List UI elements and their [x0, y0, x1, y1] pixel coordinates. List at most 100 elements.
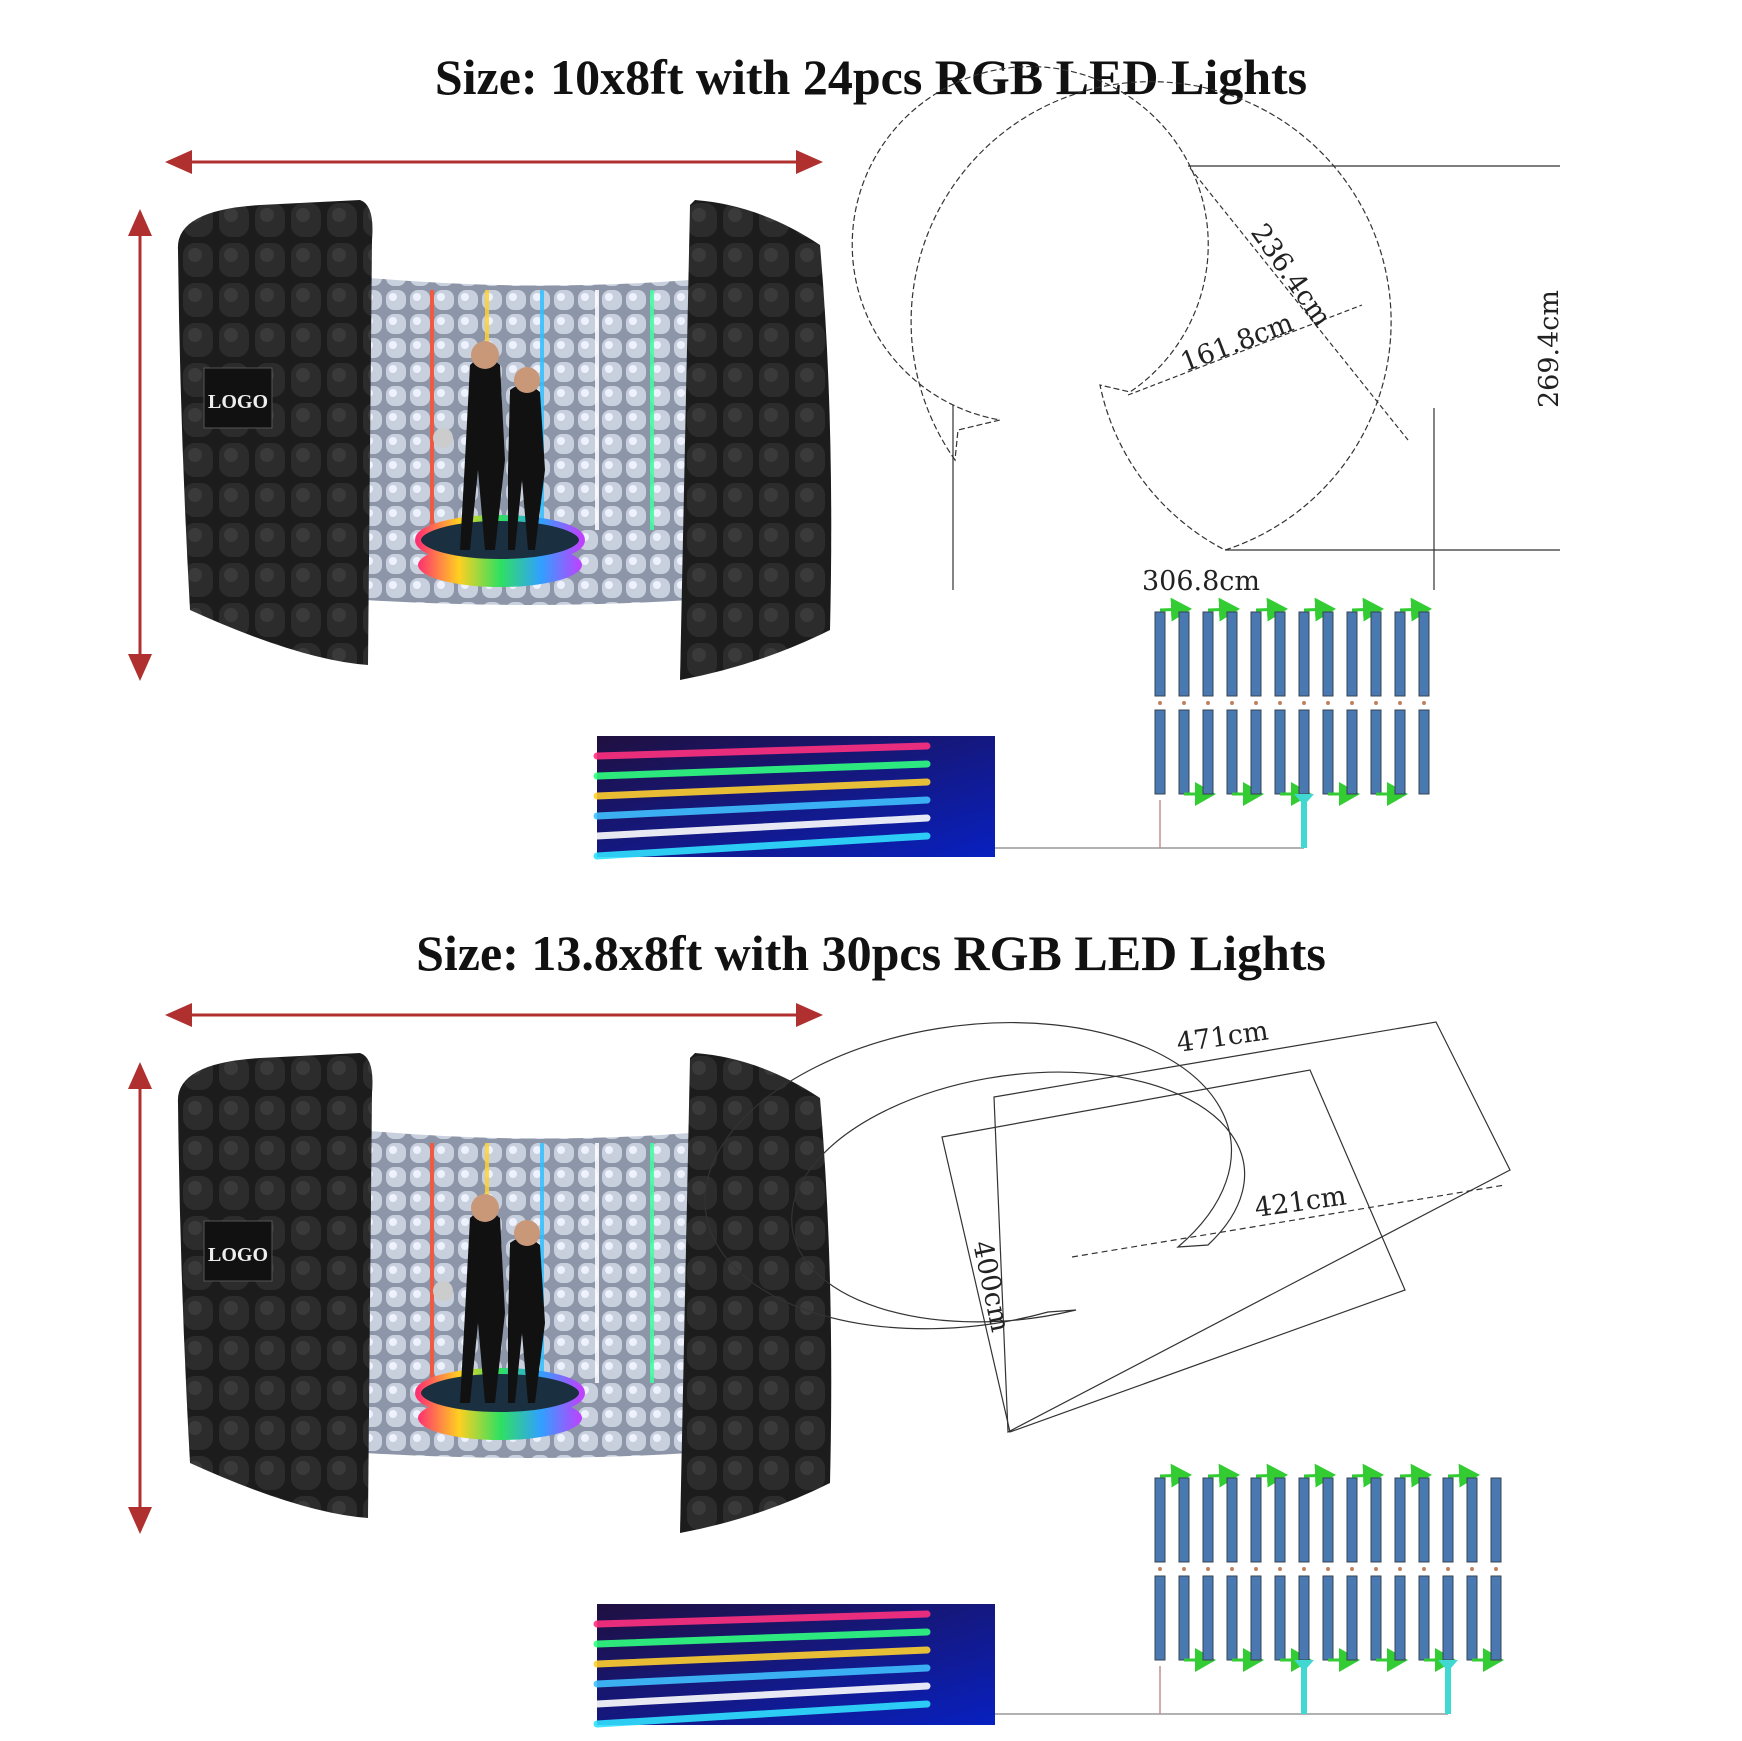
led-bar	[1466, 1575, 1478, 1661]
flow-arrow	[1207, 1463, 1240, 1488]
led-bar	[1418, 1575, 1430, 1661]
led-bar	[1394, 709, 1406, 795]
dimension-radius: 161.8cm	[1176, 307, 1297, 378]
led-strip	[593, 1646, 931, 1668]
led-bar	[1298, 709, 1310, 795]
flow-arrow	[1159, 597, 1192, 622]
led-bar	[1490, 1575, 1502, 1661]
led-bar	[1202, 709, 1214, 795]
right-panel	[680, 1053, 832, 1533]
led-strip	[593, 832, 931, 860]
led-bar	[1274, 709, 1286, 795]
person	[508, 384, 545, 550]
led-strip	[593, 814, 931, 840]
led-bar	[1490, 1477, 1502, 1563]
left-panel	[177, 200, 373, 665]
led-bar	[1322, 1575, 1334, 1661]
led-bar	[1154, 1477, 1166, 1563]
led-strip	[593, 1700, 931, 1728]
led-strip	[593, 796, 931, 820]
led-strip	[593, 778, 931, 800]
flow-arrow	[1351, 597, 1384, 622]
led-bar	[1346, 611, 1358, 697]
led-bar	[1226, 1477, 1238, 1563]
flow-arrow	[1303, 597, 1336, 622]
flow-arrow	[1303, 1463, 1336, 1488]
led-bar	[1394, 611, 1406, 697]
person	[460, 1210, 505, 1403]
led-bar	[1370, 611, 1382, 697]
led-bar	[1418, 1477, 1430, 1563]
dimension-depth-2: 400cm	[966, 1238, 1016, 1335]
flow-arrow	[1255, 597, 1288, 622]
led-bar	[1298, 1575, 1310, 1661]
led-bar	[1226, 1575, 1238, 1661]
booth-photo-1: LOGO	[128, 150, 832, 681]
logo-label: LOGO	[208, 391, 268, 413]
flow-arrow	[1255, 1463, 1288, 1488]
led-bar	[1154, 611, 1166, 697]
power-connector	[1294, 1660, 1314, 1714]
led-wiring-grid-1	[995, 597, 1432, 849]
dimension-width: 306.8cm	[1142, 566, 1260, 597]
floor-plan-diagram-2	[704, 1021, 1511, 1433]
led-bar	[1154, 1575, 1166, 1661]
led-bar	[1274, 611, 1286, 697]
led-bar	[1250, 709, 1262, 795]
led-bar	[1274, 1575, 1286, 1661]
led-bar	[1418, 611, 1430, 697]
power-connector	[1438, 1660, 1458, 1714]
person	[460, 357, 505, 550]
flow-arrow	[1207, 597, 1240, 622]
led-bar	[1442, 1477, 1454, 1563]
flow-arrow	[1447, 1463, 1480, 1488]
person	[508, 1237, 545, 1403]
led-bar	[1154, 709, 1166, 795]
led-bar	[1226, 709, 1238, 795]
led-bar	[1298, 611, 1310, 697]
led-bar	[1466, 1477, 1478, 1563]
led-strip	[593, 1664, 931, 1688]
power-connector	[1294, 794, 1314, 848]
led-strip	[593, 742, 931, 760]
flow-arrow	[1351, 1463, 1384, 1488]
led-bar	[1442, 1575, 1454, 1661]
led-bar	[1226, 611, 1238, 697]
led-bar	[1250, 611, 1262, 697]
led-bar	[1394, 1477, 1406, 1563]
logo-label: LOGO	[208, 1244, 268, 1266]
led-bar	[1298, 1477, 1310, 1563]
led-bar	[1178, 709, 1190, 795]
dimension-inner: 421cm	[1253, 1180, 1349, 1224]
led-bar	[1370, 1575, 1382, 1661]
led-strip	[593, 760, 931, 780]
led-bar	[1322, 1477, 1334, 1563]
left-panel	[177, 1053, 373, 1518]
led-bar	[1418, 709, 1430, 795]
led-bar	[1202, 611, 1214, 697]
led-strip	[593, 1682, 931, 1708]
led-strip	[593, 1628, 931, 1648]
led-bar	[1250, 1477, 1262, 1563]
led-bar	[1394, 1575, 1406, 1661]
led-bar	[1346, 1477, 1358, 1563]
flow-arrow	[1399, 1463, 1432, 1488]
led-strip-photo-1	[593, 736, 995, 860]
flow-arrow	[1399, 597, 1432, 622]
led-bar	[1202, 1575, 1214, 1661]
led-wiring-grid-2	[995, 1463, 1504, 1715]
section-1-title: Size: 10x8ft with 24pcs RGB LED Lights	[434, 49, 1308, 105]
led-bar	[1346, 709, 1358, 795]
booth-photo-2: LOGO	[128, 1003, 832, 1534]
dimension-diagonal: 236.4cm	[1244, 218, 1337, 332]
led-bar	[1346, 1575, 1358, 1661]
led-bar	[1178, 1477, 1190, 1563]
led-bar	[1322, 611, 1334, 697]
led-bar	[1370, 709, 1382, 795]
led-strip-photo-2	[593, 1604, 995, 1728]
dimension-depth: 269.4cm	[1534, 290, 1565, 408]
section-2-title: Size: 13.8x8ft with 30pcs RGB LED Lights	[416, 925, 1326, 981]
led-bar	[1178, 611, 1190, 697]
floor-plan-diagram-1	[851, 65, 1560, 590]
